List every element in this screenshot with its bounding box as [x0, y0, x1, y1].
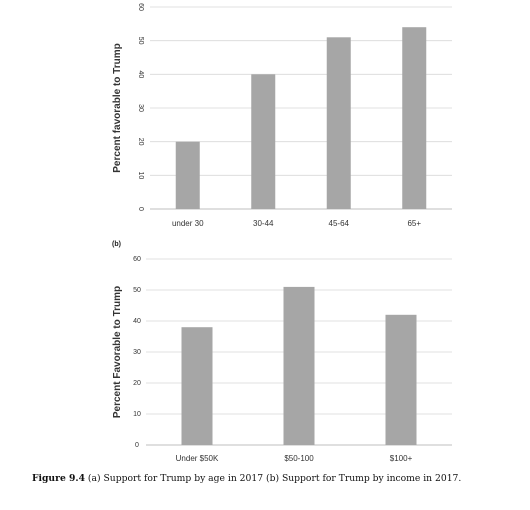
x-category-label: Under $50K	[176, 454, 219, 463]
bar	[326, 37, 351, 209]
chart-income: 0 10 20 30 40 50 60 Under $50K $50-100 $100+ Perce…	[112, 241, 452, 463]
x-category-label: 65+	[407, 219, 421, 228]
x-category-label: 30-44	[253, 219, 274, 228]
y-axis-label: Percent favorable to Trump	[112, 43, 123, 172]
y-tick-label: 0	[135, 442, 139, 449]
bar	[402, 27, 427, 210]
x-category-label: $50-100	[284, 454, 314, 463]
y-tick-label: 60	[137, 3, 144, 11]
y-tick-label: 10	[133, 411, 141, 418]
figure-caption-text: (a) Support for Trump by age in 2017 (b)…	[87, 473, 462, 484]
bar	[175, 141, 200, 209]
y-tick-label: 20	[137, 138, 144, 146]
y-tick-label: 50	[133, 287, 141, 294]
y-tick-label: 40	[137, 70, 144, 78]
y-tick-label: 30	[133, 349, 141, 356]
y-tick-label: 0	[137, 207, 144, 211]
y-tick-label: 40	[133, 318, 141, 325]
y-tick-label: 10	[137, 171, 144, 179]
chart-age: 0 10 20 30 40 50 60 under 30 30-44 45-64 65+ Percen…	[112, 3, 452, 228]
y-tick-label: 20	[133, 380, 141, 387]
panel-label: (b)	[112, 241, 121, 248]
figure-label: Figure 9.4	[32, 473, 85, 484]
x-category-label: $100+	[390, 454, 413, 463]
y-tick-label: 60	[133, 256, 141, 263]
bar	[283, 286, 315, 445]
y-tick-label: 30	[137, 104, 144, 112]
bar	[385, 314, 417, 445]
y-axis-label: Percent Favorable to Trump	[112, 286, 123, 418]
figure-caption: Figure 9.4 (a) Support for Trump by age …	[32, 473, 512, 484]
y-tick-label: 50	[137, 37, 144, 45]
bar	[251, 74, 276, 209]
x-category-label: under 30	[172, 219, 204, 228]
bar	[181, 327, 213, 445]
x-category-label: 45-64	[329, 219, 350, 228]
